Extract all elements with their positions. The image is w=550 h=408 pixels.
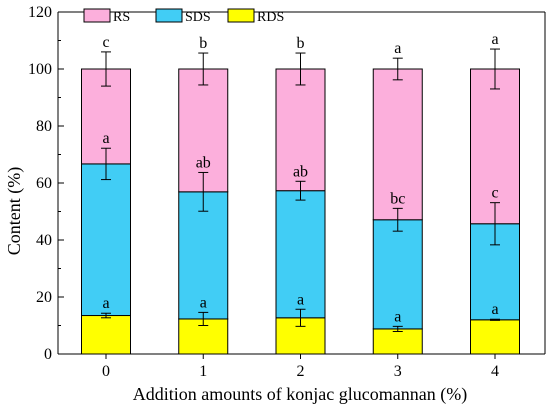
sig-label-rs-2: b bbox=[297, 35, 305, 52]
sig-label-rds-4: a bbox=[491, 301, 498, 318]
legend-swatch-rs bbox=[83, 8, 111, 23]
x-tick-label-3: 3 bbox=[394, 363, 402, 380]
y-tick-label-120: 120 bbox=[28, 4, 52, 21]
sig-label-sds-3: bc bbox=[390, 190, 405, 207]
legend-swatch-rds bbox=[227, 8, 255, 23]
x-tick-label-1: 1 bbox=[199, 363, 207, 380]
x-tick-label-4: 4 bbox=[491, 363, 499, 380]
bar-rds-4 bbox=[470, 319, 520, 355]
legend-swatch-sds bbox=[155, 8, 183, 23]
significance-labels-layer: a a c a ab b a ab b a bc a a c a bbox=[102, 31, 498, 325]
y-axis-title: Content (%) bbox=[4, 167, 25, 255]
bar-rs-1 bbox=[178, 68, 229, 193]
bar-sds-3 bbox=[372, 219, 423, 330]
legend-label-rs: RS bbox=[113, 10, 130, 25]
bar-rds-1 bbox=[178, 318, 229, 355]
bar-sds-0 bbox=[81, 163, 131, 317]
bar-rs-3 bbox=[372, 68, 423, 221]
y-tick-label-100: 100 bbox=[28, 61, 52, 78]
bar-rs-4 bbox=[470, 68, 520, 225]
y-tick-label-60: 60 bbox=[36, 175, 52, 192]
axes-layer: 0 20 40 60 80 100 120 0 1 2 3 4 bbox=[28, 4, 546, 380]
y-tick-label-0: 0 bbox=[44, 346, 52, 363]
sig-label-rds-0: a bbox=[102, 295, 109, 312]
sig-label-rs-3: a bbox=[394, 40, 401, 57]
legend: RS SDS RDS bbox=[83, 8, 284, 25]
y-tick-label-40: 40 bbox=[36, 232, 52, 249]
sig-label-sds-0: a bbox=[102, 130, 109, 147]
sig-label-rs-4: a bbox=[491, 31, 498, 48]
sig-label-sds-1: ab bbox=[196, 154, 211, 171]
sig-label-rds-1: a bbox=[200, 294, 207, 311]
bar-sds-2 bbox=[275, 190, 326, 319]
sig-label-rds-2: a bbox=[297, 291, 304, 308]
bar-rds-3 bbox=[372, 328, 423, 355]
x-axis-title: Addition amounts of konjac glucomannan (… bbox=[133, 384, 467, 405]
y-tick-label-20: 20 bbox=[36, 289, 52, 306]
sig-label-rs-1: b bbox=[199, 35, 207, 52]
bar-rds-0 bbox=[81, 315, 131, 355]
y-tick-label-80: 80 bbox=[36, 118, 52, 135]
x-tick-label-2: 2 bbox=[297, 363, 305, 380]
sig-label-rs-0: c bbox=[102, 34, 109, 51]
bars-layer bbox=[81, 68, 520, 355]
sig-label-sds-2: ab bbox=[293, 163, 308, 180]
legend-label-rds: RDS bbox=[257, 10, 284, 25]
x-tick-label-0: 0 bbox=[102, 363, 110, 380]
legend-label-sds: SDS bbox=[185, 10, 211, 25]
error-bars-layer bbox=[101, 48, 500, 332]
sig-label-rds-3: a bbox=[394, 308, 401, 325]
sig-label-sds-4: c bbox=[491, 185, 498, 202]
